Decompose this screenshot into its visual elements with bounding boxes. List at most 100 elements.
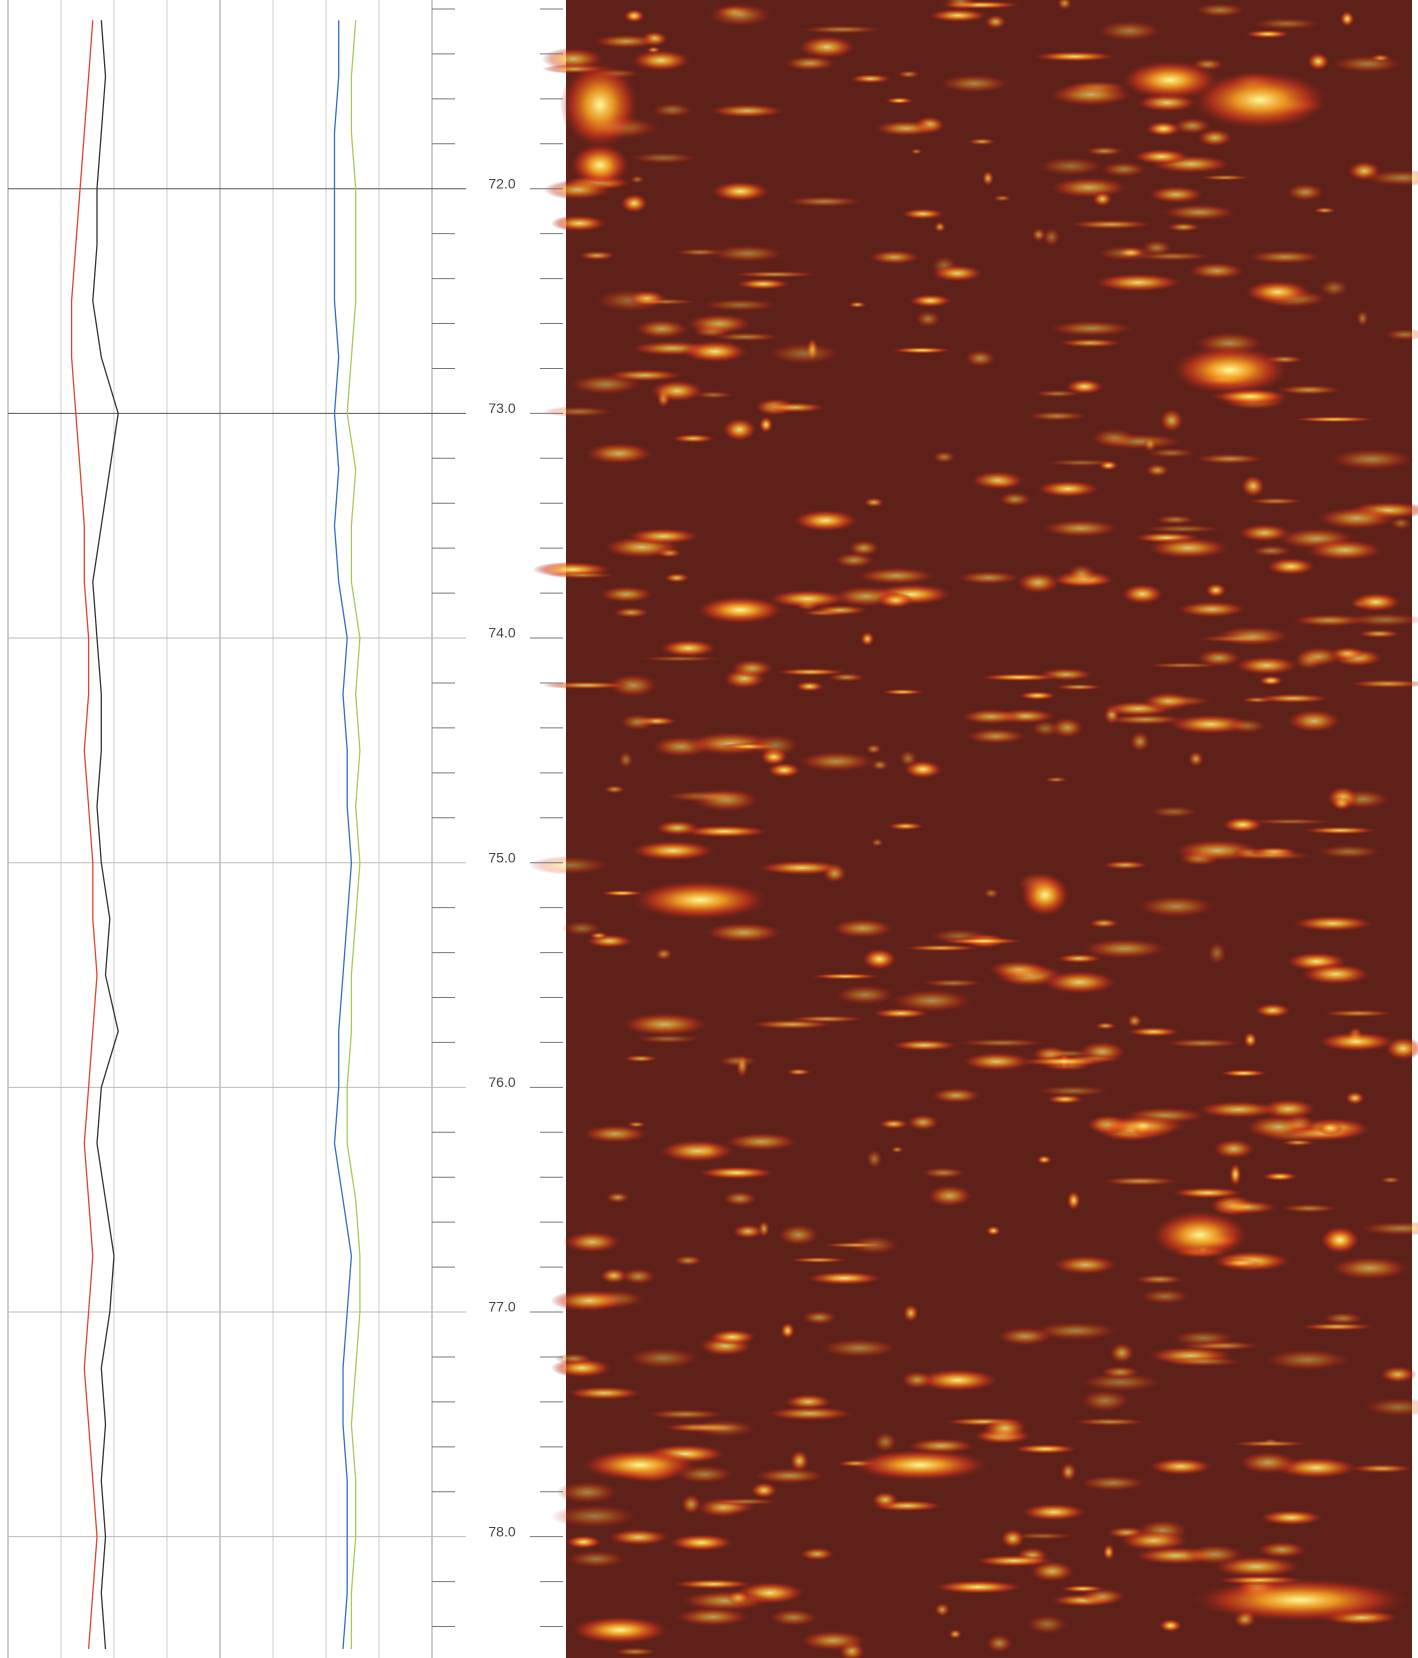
bright-spot xyxy=(789,1449,810,1472)
bright-spot xyxy=(1078,1372,1164,1392)
bright-spot xyxy=(1327,448,1416,471)
bright-spot xyxy=(758,416,774,434)
bright-spot xyxy=(1092,191,1113,207)
bright-spot xyxy=(630,49,692,72)
bright-spot xyxy=(820,1242,891,1249)
log-curve xyxy=(70,20,98,1650)
bright-spot xyxy=(1320,1009,1396,1018)
bright-spot xyxy=(796,751,877,772)
bright-spot xyxy=(1187,261,1246,280)
bright-spot xyxy=(1218,1258,1262,1268)
bright-spot xyxy=(710,1497,781,1506)
bright-spot xyxy=(605,369,684,382)
bright-spot xyxy=(1094,1022,1117,1030)
bright-spot xyxy=(627,152,701,164)
bright-spot xyxy=(902,1303,919,1323)
bright-spot xyxy=(1170,1187,1245,1199)
bright-spot xyxy=(871,1491,899,1509)
bright-spot xyxy=(697,1166,776,1180)
bright-spot xyxy=(1243,280,1312,304)
bright-spot xyxy=(599,1267,629,1284)
bright-spot xyxy=(550,1289,628,1312)
bright-spot xyxy=(982,1417,1028,1440)
bright-spot xyxy=(926,1184,974,1207)
bright-spot xyxy=(1356,1221,1418,1236)
bright-spot xyxy=(1048,176,1130,199)
bright-spot xyxy=(937,74,1012,94)
bright-spot xyxy=(867,249,921,265)
bright-spot xyxy=(785,1068,812,1076)
bright-spot xyxy=(1148,805,1199,818)
bright-spot xyxy=(783,1393,833,1410)
bright-spot xyxy=(1362,169,1418,187)
bright-spot xyxy=(1135,895,1217,918)
bright-spot xyxy=(812,604,869,616)
bright-spot xyxy=(850,1449,990,1481)
bright-spot xyxy=(780,1322,795,1340)
bright-spot xyxy=(992,194,1012,202)
bright-spot xyxy=(872,120,940,137)
bright-spot xyxy=(583,442,655,465)
bright-spot xyxy=(561,920,603,937)
bright-spot xyxy=(1196,128,1234,147)
bright-spot xyxy=(797,35,857,59)
bright-spot xyxy=(903,760,943,779)
bright-spot xyxy=(750,1481,778,1499)
bright-spot xyxy=(1090,428,1138,448)
bright-spot xyxy=(1010,1532,1076,1540)
bright-spot xyxy=(900,208,946,220)
bright-spot xyxy=(630,880,770,920)
bright-spot xyxy=(948,1629,963,1640)
bright-spot xyxy=(1193,1340,1261,1351)
bright-spot xyxy=(1047,82,1135,107)
bright-spot xyxy=(1126,1026,1181,1037)
bright-spot xyxy=(1390,516,1412,530)
bright-spot xyxy=(766,342,843,365)
bright-spot xyxy=(612,1647,658,1657)
bright-spot xyxy=(1079,1587,1127,1606)
bright-spot xyxy=(620,1267,657,1285)
bright-spot xyxy=(956,570,1022,585)
bright-spot xyxy=(1317,1121,1344,1136)
bright-spot xyxy=(1148,1457,1214,1476)
bright-spot xyxy=(1247,497,1305,505)
bright-spot xyxy=(848,73,893,84)
bright-spot xyxy=(1170,345,1290,395)
bright-spot xyxy=(562,1231,622,1253)
bright-spot xyxy=(723,1132,800,1152)
bright-spot xyxy=(1054,683,1105,691)
bright-spot xyxy=(1166,222,1202,232)
bright-spot xyxy=(794,680,825,692)
bright-spot xyxy=(1079,1389,1131,1413)
bright-spot xyxy=(897,70,921,79)
bright-spot xyxy=(906,1114,940,1131)
bright-spot xyxy=(1118,1530,1190,1551)
bright-spot xyxy=(1032,389,1083,398)
bright-spot xyxy=(1056,0,1073,11)
bright-spot xyxy=(1190,1578,1410,1622)
bright-spot xyxy=(1099,1176,1181,1186)
bright-spot xyxy=(960,1051,1033,1072)
bright-spot xyxy=(1042,227,1061,247)
bright-spot xyxy=(681,340,749,363)
bright-spot xyxy=(1221,816,1264,833)
bright-spot xyxy=(1018,691,1057,700)
bright-spot xyxy=(1362,1397,1418,1417)
bright-spot xyxy=(870,837,884,848)
bright-spot xyxy=(541,681,632,690)
bright-spot xyxy=(1379,1176,1402,1184)
bright-spot xyxy=(550,1504,639,1528)
bright-spot xyxy=(1162,1038,1243,1049)
bright-spot xyxy=(1240,475,1266,498)
bright-spot xyxy=(658,1139,737,1163)
image-texture xyxy=(528,0,1418,1658)
bright-spot xyxy=(1133,1274,1186,1285)
bright-spot xyxy=(1300,963,1372,985)
bright-spot xyxy=(1258,675,1284,686)
bright-spot xyxy=(735,278,792,290)
bright-spot xyxy=(580,1124,650,1144)
bright-spot xyxy=(619,1012,710,1037)
bright-spot xyxy=(774,668,847,676)
bright-spot xyxy=(703,922,785,943)
bright-spot xyxy=(1050,717,1085,739)
